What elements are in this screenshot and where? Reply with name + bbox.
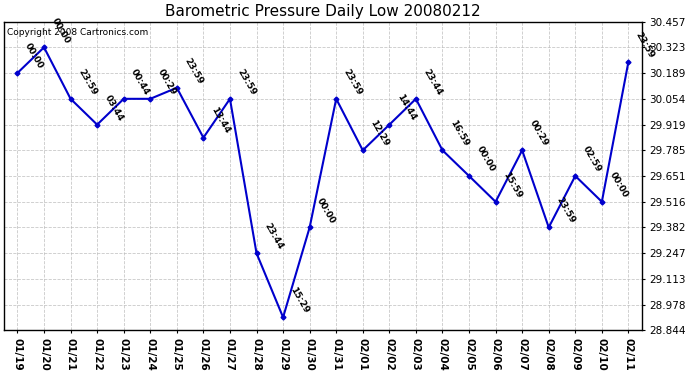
Text: 00:00: 00:00	[23, 42, 45, 71]
Title: Barometric Pressure Daily Low 20080212: Barometric Pressure Daily Low 20080212	[165, 4, 481, 19]
Text: 02:59: 02:59	[581, 144, 603, 174]
Text: 15:29: 15:29	[288, 286, 311, 315]
Text: 23:44: 23:44	[262, 222, 284, 251]
Text: 00:00: 00:00	[475, 145, 496, 174]
Text: 00:29: 00:29	[528, 119, 550, 148]
Text: 00:00: 00:00	[315, 196, 337, 225]
Text: 23:59: 23:59	[342, 67, 364, 97]
Text: 23:59: 23:59	[182, 56, 204, 86]
Text: 00:29: 00:29	[156, 68, 178, 97]
Text: 13:44: 13:44	[209, 106, 231, 135]
Text: 00:44: 00:44	[129, 68, 151, 97]
Text: 16:59: 16:59	[448, 119, 470, 148]
Text: Copyright 2008 Cartronics.com: Copyright 2008 Cartronics.com	[8, 28, 148, 37]
Text: 00:00: 00:00	[607, 171, 629, 200]
Text: 03:44: 03:44	[103, 93, 125, 123]
Text: 15:59: 15:59	[501, 170, 523, 200]
Text: 23:59: 23:59	[634, 30, 656, 60]
Text: 23:44: 23:44	[422, 67, 444, 97]
Text: 12:29: 12:29	[368, 119, 391, 148]
Text: 14:44: 14:44	[395, 93, 417, 123]
Text: 23:59: 23:59	[235, 67, 257, 97]
Text: 23:59: 23:59	[76, 67, 98, 97]
Text: 00:00: 00:00	[50, 16, 72, 45]
Text: 23:59: 23:59	[554, 196, 576, 225]
